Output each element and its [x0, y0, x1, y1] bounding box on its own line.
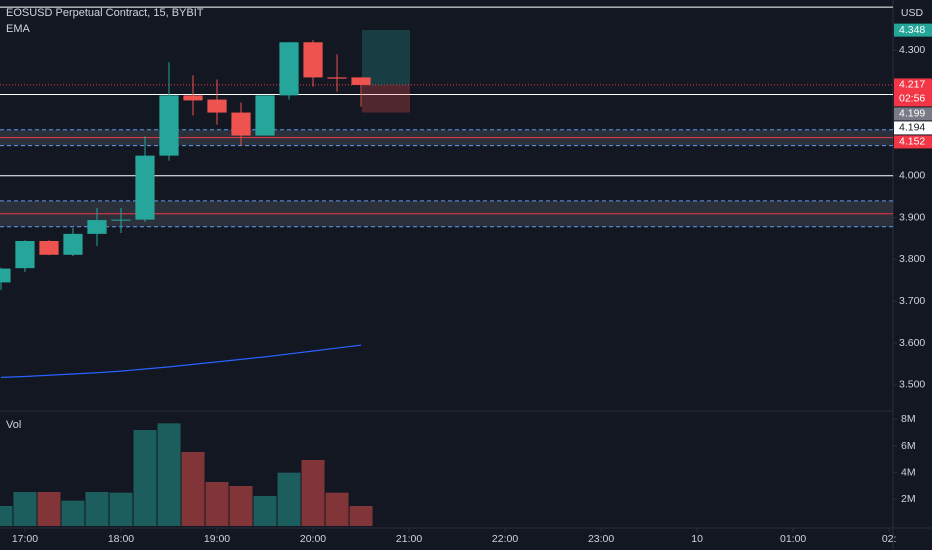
price-label: 4.348: [899, 24, 925, 36]
candle-body: [255, 95, 275, 136]
countdown: 02:56: [899, 93, 925, 105]
position-target: [362, 30, 411, 85]
x-tick-label: 17:00: [12, 533, 38, 545]
volume-bar: [277, 472, 301, 526]
y-tick-label: 3.800: [899, 253, 925, 265]
y-tick-label: 3.500: [899, 379, 925, 391]
position-stop: [362, 84, 411, 113]
x-tick-label: 18:00: [108, 533, 134, 545]
y-tick-label: 3.600: [899, 337, 925, 349]
y-tick-label: 4.000: [899, 169, 925, 181]
volume-bar: [301, 460, 325, 526]
candle-body: [279, 42, 299, 96]
candle-body: [303, 42, 323, 78]
volume-bar: [205, 482, 229, 526]
volume-bar: [253, 496, 277, 526]
x-tick-label: 19:00: [204, 533, 230, 545]
candle-body: [231, 112, 251, 136]
chart-title: EOSUSD Perpetual Contract, 15, BYBIT: [6, 7, 204, 19]
price-label-bg: [894, 121, 932, 135]
volume-bar: [325, 492, 349, 526]
volume-bar: [349, 506, 373, 526]
candle-body: [63, 233, 83, 255]
candle-body: [87, 220, 107, 234]
x-tick-label: 01:00: [780, 533, 806, 545]
volume-tick-label: 4M: [901, 466, 916, 478]
x-tick-label: 20:00: [300, 533, 326, 545]
indicator-name: EMA: [6, 23, 31, 35]
ema-line: [0, 344, 362, 378]
volume-bar: [0, 506, 13, 526]
volume-bar: [61, 500, 85, 526]
volume-name: Vol: [6, 419, 21, 431]
volume-bar: [37, 492, 61, 526]
candle-body: [111, 219, 131, 221]
candle-body: [159, 95, 179, 156]
candle-body: [327, 77, 347, 79]
volume-tick-label: 2M: [901, 493, 916, 505]
volume-tick-label: 8M: [901, 413, 916, 425]
price-label-bg: [894, 135, 932, 149]
volume-bar: [157, 423, 181, 526]
x-tick-label: 22:00: [492, 533, 518, 545]
candle-body: [207, 99, 227, 113]
y-tick-label: 3.700: [899, 295, 925, 307]
price-label: 4.199: [899, 108, 925, 120]
volume-bar: [109, 492, 133, 526]
price-label-bg: [894, 107, 932, 121]
y-tick-label: 4.300: [899, 44, 925, 56]
candle-body: [183, 95, 203, 101]
x-tick-label: 21:00: [396, 533, 422, 545]
price-label: 4.217: [899, 79, 925, 91]
price-label: 4.194: [899, 122, 925, 134]
y-tick-label: 3.900: [899, 211, 925, 223]
x-tick-label: 23:00: [588, 533, 614, 545]
volume-bar: [13, 492, 37, 526]
volume-bar: [229, 486, 253, 526]
candle-body: [351, 77, 371, 85]
candle-body: [0, 268, 11, 283]
price-label-bg: [894, 23, 932, 37]
x-tick-label: 10: [691, 533, 703, 545]
x-tick-label: 02:: [882, 533, 897, 545]
candle-body: [39, 240, 59, 255]
volume-bar: [181, 452, 205, 526]
price-label-bg: [894, 78, 932, 107]
candle-body: [135, 155, 155, 220]
candle-body: [15, 240, 35, 269]
volume-bar: [85, 492, 109, 526]
price-label: 4.152: [899, 136, 925, 148]
volume-tick-label: 6M: [901, 440, 916, 452]
currency: USD: [901, 7, 924, 19]
volume-bar: [133, 430, 157, 526]
